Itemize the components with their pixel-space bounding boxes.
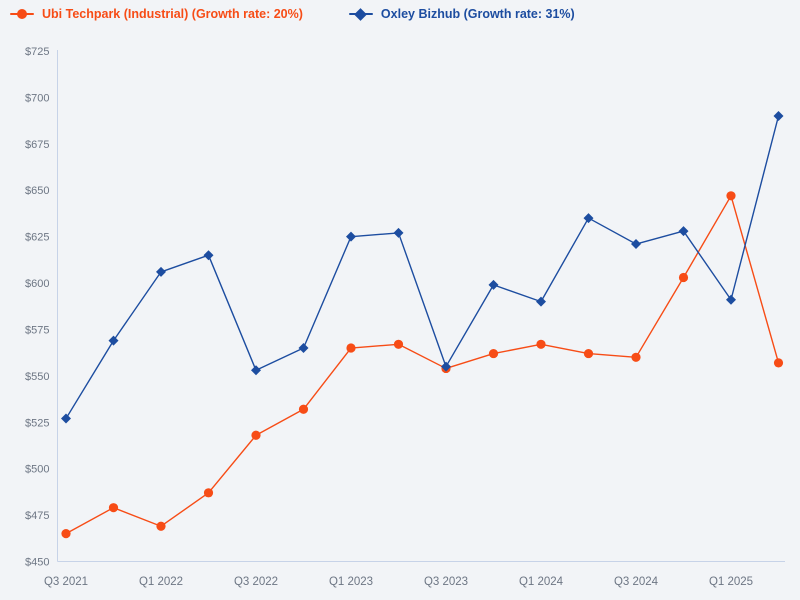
y-tick-label: $550 (25, 371, 49, 383)
y-tick-label: $525 (25, 417, 49, 429)
data-point-marker (583, 213, 594, 224)
y-tick-label: $450 (25, 557, 49, 569)
x-tick-label: Q3 2022 (234, 576, 278, 588)
legend-item-oxley-bizhub[interactable]: Oxley Bizhub (Growth rate: 31%) (348, 7, 575, 21)
data-point-marker (393, 227, 404, 238)
data-point-marker (346, 231, 356, 242)
y-tick-label: $500 (25, 464, 49, 476)
data-point-marker (156, 521, 166, 531)
y-tick-label: $625 (25, 232, 49, 244)
data-point-marker (298, 404, 309, 414)
data-point-marker (251, 365, 261, 376)
data-point-marker (773, 358, 784, 368)
data-point-marker (726, 294, 736, 305)
data-point-marker (156, 266, 166, 277)
data-point-marker (203, 488, 214, 498)
x-tick-label: Q1 2025 (709, 576, 753, 588)
y-tick-label: $475 (25, 510, 49, 522)
y-tick-label: $700 (25, 92, 49, 104)
diamond-line-marker-icon (348, 7, 373, 21)
data-point-marker (773, 110, 784, 121)
series-line-diamond (65, 115, 780, 420)
data-point-marker (631, 352, 641, 362)
data-point-marker (346, 343, 356, 353)
data-point-marker (488, 279, 499, 290)
x-tick-label: Q3 2023 (424, 576, 468, 588)
data-point-marker (61, 413, 71, 424)
data-point-marker (61, 529, 71, 539)
x-tick-label: Q1 2022 (139, 576, 183, 588)
data-point-marker (678, 226, 689, 237)
data-point-marker (108, 503, 119, 513)
x-tick-label: Q1 2024 (519, 576, 564, 588)
y-tick-label: $675 (25, 139, 49, 151)
data-point-marker (536, 296, 546, 307)
legend-label-ubi-techpark: Ubi Techpark (Industrial) (Growth rate: … (42, 7, 303, 21)
y-tick-label: $600 (25, 278, 49, 290)
data-point-marker (298, 343, 309, 354)
data-point-marker (441, 361, 451, 372)
data-point-marker (631, 239, 641, 250)
data-point-marker (108, 335, 119, 346)
legend-label-oxley-bizhub: Oxley Bizhub (Growth rate: 31%) (380, 7, 575, 21)
data-point-marker (488, 348, 499, 359)
data-point-marker (678, 272, 689, 283)
chart-legend: Ubi Techpark (Industrial) (Growth rate: … (10, 7, 575, 21)
series-line-circle (65, 195, 780, 535)
data-point-marker (393, 339, 404, 349)
y-tick-label: $725 (25, 46, 49, 58)
circle-line-marker-icon (10, 8, 34, 20)
data-point-marker (203, 250, 214, 261)
data-point-marker (536, 339, 546, 349)
data-point-marker (251, 430, 261, 440)
x-tick-label: Q1 2023 (329, 576, 373, 588)
y-tick-label: $575 (25, 324, 49, 336)
x-tick-label: Q3 2021 (44, 576, 88, 588)
x-tick-label: Q3 2024 (614, 576, 659, 588)
y-tick-label: $650 (25, 185, 49, 197)
data-point-marker (583, 348, 594, 359)
legend-item-ubi-techpark[interactable]: Ubi Techpark (Industrial) (Growth rate: … (10, 7, 303, 21)
data-point-marker (726, 191, 736, 201)
